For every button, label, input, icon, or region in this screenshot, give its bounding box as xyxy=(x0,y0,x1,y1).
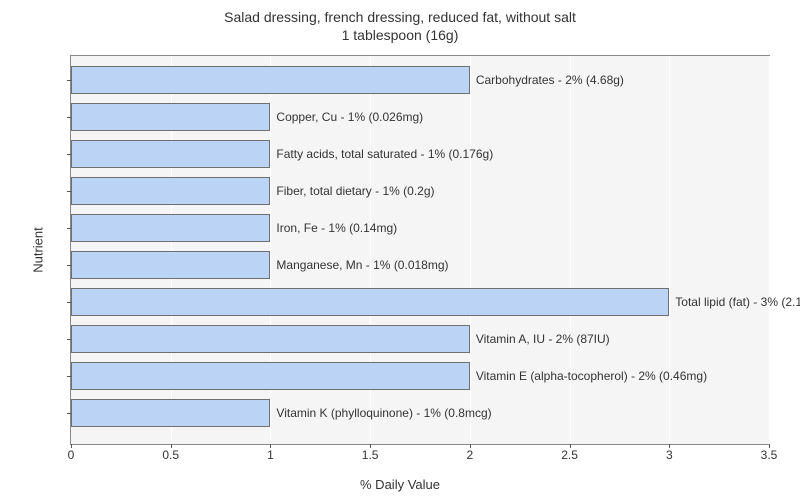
nutrient-bar-label: Fiber, total dietary - 1% (0.2g) xyxy=(276,177,434,205)
y-tick-mark xyxy=(67,265,71,266)
x-tick-label: 2 xyxy=(467,448,474,462)
chart-title: Salad dressing, french dressing, reduced… xyxy=(0,8,800,44)
nutrient-bar-label: Manganese, Mn - 1% (0.018mg) xyxy=(276,251,448,279)
nutrient-bar xyxy=(71,325,470,353)
nutrient-bar xyxy=(71,251,270,279)
title-line-1: Salad dressing, french dressing, reduced… xyxy=(224,9,576,25)
nutrient-bar xyxy=(71,66,470,94)
nutrient-bar xyxy=(71,103,270,131)
x-axis-label: % Daily Value xyxy=(0,477,800,492)
y-tick-mark xyxy=(67,413,71,414)
y-tick-mark xyxy=(67,302,71,303)
plot-area: 00.511.522.533.5Carbohydrates - 2% (4.68… xyxy=(70,55,770,445)
nutrient-bar xyxy=(71,214,270,242)
nutrient-bar xyxy=(71,140,270,168)
x-tick-label: 0.5 xyxy=(162,448,179,462)
nutrient-bar-label: Vitamin K (phylloquinone) - 1% (0.8mcg) xyxy=(276,399,491,427)
nutrient-bar-label: Iron, Fe - 1% (0.14mg) xyxy=(276,214,397,242)
nutrient-bar-label: Vitamin E (alpha-tocopherol) - 2% (0.46m… xyxy=(476,362,707,390)
y-tick-mark xyxy=(67,339,71,340)
x-tick-label: 2.5 xyxy=(561,448,578,462)
x-tick-label: 1 xyxy=(267,448,274,462)
nutrient-bar-label: Fatty acids, total saturated - 1% (0.176… xyxy=(276,140,493,168)
x-tick-label: 3 xyxy=(666,448,673,462)
nutrient-bar xyxy=(71,399,270,427)
y-tick-mark xyxy=(67,80,71,81)
nutrient-bar xyxy=(71,288,669,316)
y-axis-label: Nutrient xyxy=(30,227,45,273)
title-line-2: 1 tablespoon (16g) xyxy=(342,27,459,43)
gridline xyxy=(769,56,770,444)
x-tick-label: 1.5 xyxy=(362,448,379,462)
nutrient-bar-label: Vitamin A, IU - 2% (87IU) xyxy=(476,325,610,353)
nutrient-bar-label: Total lipid (fat) - 3% (2.15g) xyxy=(675,288,800,316)
y-tick-mark xyxy=(67,228,71,229)
nutrient-chart: Salad dressing, french dressing, reduced… xyxy=(0,0,800,500)
x-tick-label: 0 xyxy=(68,448,75,462)
gridline xyxy=(470,56,471,444)
nutrient-bar-label: Copper, Cu - 1% (0.026mg) xyxy=(276,103,423,131)
y-tick-mark xyxy=(67,191,71,192)
y-tick-mark xyxy=(67,154,71,155)
nutrient-bar xyxy=(71,177,270,205)
y-tick-mark xyxy=(67,376,71,377)
nutrient-bar-label: Carbohydrates - 2% (4.68g) xyxy=(476,66,624,94)
x-tick-label: 3.5 xyxy=(761,448,778,462)
y-tick-mark xyxy=(67,117,71,118)
nutrient-bar xyxy=(71,362,470,390)
